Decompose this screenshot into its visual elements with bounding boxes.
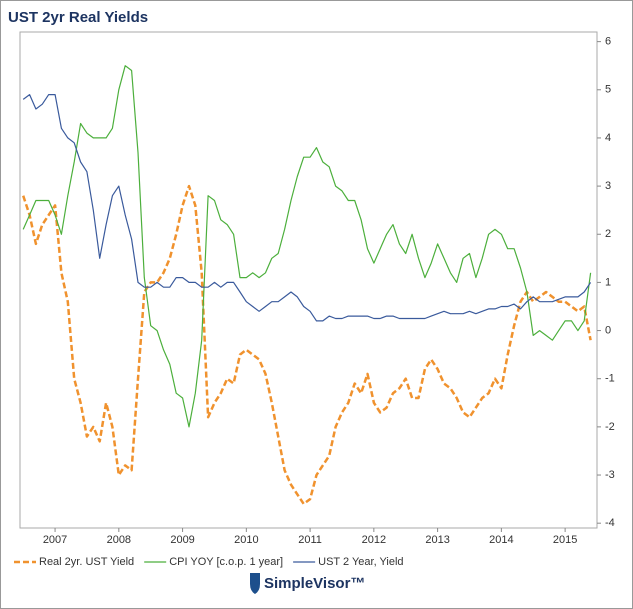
x-tick-label: 2008 <box>107 534 131 546</box>
legend-label: Real 2yr. UST Yield <box>39 556 134 568</box>
logo-text: SimpleVisor™ <box>264 575 365 592</box>
x-tick-label: 2015 <box>553 534 577 546</box>
x-tick-label: 2007 <box>43 534 67 546</box>
logo-icon <box>250 573 260 594</box>
x-tick-label: 2012 <box>362 534 386 546</box>
y-tick-label: -3 <box>605 469 615 481</box>
plot-area <box>19 31 598 529</box>
logo-shield <box>250 573 260 594</box>
x-tick-label: 2010 <box>234 534 258 546</box>
x-tick-label: 2011 <box>298 534 322 546</box>
y-tick-label: 3 <box>605 180 611 192</box>
y-tick-label: 2 <box>605 228 611 240</box>
series-line <box>22 94 592 322</box>
y-tick-label: 5 <box>605 84 611 96</box>
series-line <box>22 65 592 428</box>
y-tick-label: 4 <box>605 132 611 144</box>
y-tick-label: -1 <box>605 373 615 385</box>
x-tick-label: 2013 <box>425 534 449 546</box>
x-tick-label: 2014 <box>489 534 513 546</box>
legend-label: CPI YOY [c.o.p. 1 year] <box>169 556 283 568</box>
series-line <box>22 184 592 506</box>
y-tick-label: 1 <box>605 276 611 288</box>
chart-title: UST 2yr Real Yields <box>8 9 148 26</box>
y-tick-label: 0 <box>605 324 611 336</box>
x-tick-label: 2009 <box>170 534 194 546</box>
y-tick-label: -2 <box>605 421 615 433</box>
y-tick-label: 6 <box>605 36 611 48</box>
legend-label: UST 2 Year, Yield <box>318 556 403 568</box>
y-tick-label: -4 <box>605 517 615 529</box>
